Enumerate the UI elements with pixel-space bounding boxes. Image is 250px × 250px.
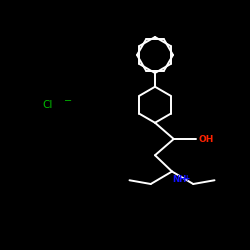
- Text: +: +: [183, 174, 189, 183]
- Text: Cl: Cl: [42, 100, 53, 110]
- Text: −: −: [64, 96, 72, 106]
- Text: NH: NH: [172, 174, 187, 184]
- Text: OH: OH: [198, 134, 214, 143]
